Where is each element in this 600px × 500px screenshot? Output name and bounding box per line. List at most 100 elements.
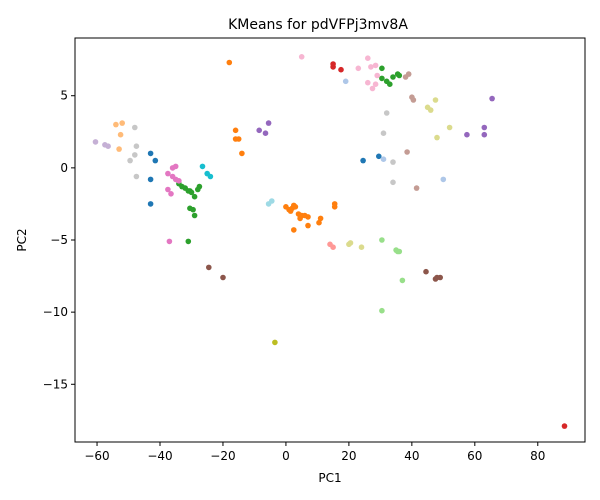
data-point: [440, 176, 447, 183]
data-point: [396, 248, 403, 255]
y-tick-label: −15: [43, 377, 68, 391]
data-point: [226, 59, 233, 66]
data-point: [432, 97, 439, 103]
data-point: [265, 120, 272, 126]
data-point: [338, 66, 344, 73]
data-point: [561, 423, 568, 429]
data-point: [113, 121, 119, 128]
data-point: [292, 204, 299, 210]
data-point: [117, 131, 124, 138]
x-tick-label: −20: [210, 449, 235, 463]
data-point: [481, 131, 488, 138]
data-point: [235, 136, 242, 142]
data-point: [132, 152, 138, 158]
data-point: [168, 191, 174, 197]
data-point: [481, 124, 488, 131]
data-point: [176, 178, 182, 184]
data-point: [190, 206, 196, 213]
data-point: [133, 143, 140, 149]
data-point: [287, 208, 294, 214]
data-point: [379, 75, 385, 82]
data-point: [347, 240, 354, 246]
data-point: [297, 215, 303, 222]
data-point: [165, 186, 171, 193]
data-point: [262, 130, 269, 136]
data-point: [185, 238, 192, 245]
x-tick-label: 40: [404, 449, 419, 463]
data-point: [404, 149, 410, 155]
data-point: [372, 62, 379, 69]
data-point: [317, 215, 324, 222]
data-point: [206, 264, 212, 271]
data-point: [405, 71, 412, 77]
x-axis-ticks: −60 −40 −20 0 20 40 60 80: [84, 442, 545, 463]
data-point: [374, 72, 381, 79]
y-tick-label: −5: [50, 233, 68, 247]
data-point: [330, 244, 336, 250]
data-point: [191, 212, 198, 219]
x-axis-label: PC1: [318, 471, 341, 485]
data-point: [147, 201, 154, 207]
data-point: [269, 198, 275, 204]
data-point: [379, 237, 385, 243]
data-point: [380, 156, 387, 162]
data-point: [132, 124, 138, 131]
data-point: [427, 107, 434, 113]
x-tick-label: 60: [467, 449, 482, 463]
data-point: [119, 120, 125, 126]
data-point: [165, 170, 171, 177]
data-point: [365, 79, 371, 86]
data-point: [342, 78, 349, 85]
y-tick-label: −10: [43, 305, 68, 319]
data-point: [195, 186, 201, 193]
data-point: [396, 72, 403, 79]
data-point: [434, 134, 440, 141]
data-point: [423, 268, 429, 275]
data-point: [383, 110, 390, 116]
data-point: [305, 214, 311, 220]
data-point: [410, 97, 417, 103]
x-tick-label: −60: [84, 449, 109, 463]
data-point: [298, 54, 305, 60]
data-point: [172, 163, 179, 170]
x-tick-label: 0: [282, 449, 290, 463]
data-point: [330, 61, 336, 67]
data-point: [413, 185, 420, 191]
data-point: [390, 179, 396, 186]
data-point: [232, 127, 239, 134]
plot-area: [75, 38, 585, 442]
data-point: [147, 150, 154, 157]
data-point: [166, 238, 173, 245]
data-point: [369, 85, 376, 92]
data-point: [147, 176, 154, 183]
data-point: [199, 163, 206, 170]
data-point: [256, 127, 263, 134]
chart-title: KMeans for pdVFPj3mv8A: [228, 17, 408, 33]
data-point: [127, 157, 133, 164]
data-point: [207, 173, 214, 180]
data-point: [220, 274, 226, 281]
y-tick-label: 0: [60, 161, 68, 175]
x-tick-label: 20: [341, 449, 356, 463]
data-point: [464, 131, 470, 138]
data-point: [379, 65, 385, 72]
data-point: [446, 124, 453, 131]
data-point: [92, 139, 99, 145]
y-axis-label: PC2: [15, 228, 29, 251]
data-point: [305, 222, 311, 229]
data-point: [368, 64, 374, 70]
data-point: [489, 95, 495, 102]
data-point: [360, 157, 366, 164]
data-point: [133, 173, 140, 180]
data-point: [152, 157, 159, 164]
data-point: [372, 81, 379, 87]
data-point: [355, 65, 362, 72]
data-point: [191, 193, 198, 200]
data-point: [291, 227, 297, 233]
data-point: [390, 74, 396, 80]
data-point: [379, 307, 385, 314]
x-tick-label: −40: [147, 449, 172, 463]
data-point: [387, 81, 393, 87]
data-point: [437, 274, 444, 281]
